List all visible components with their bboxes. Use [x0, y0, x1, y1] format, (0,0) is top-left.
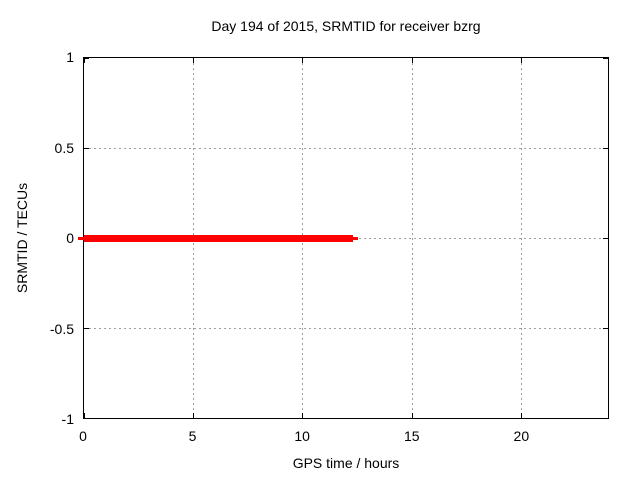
- y-gridline: [84, 148, 608, 149]
- x-tick-mark: [302, 58, 304, 63]
- y-tick-label: 0.5: [54, 139, 74, 156]
- x-tick-label: 15: [403, 428, 420, 444]
- y-tick-mark: [84, 58, 89, 59]
- y-gridline: [84, 328, 608, 329]
- y-tick-label: -0.5: [49, 320, 74, 337]
- y-tick-label: -1: [61, 411, 74, 427]
- x-tick-mark: [193, 58, 195, 63]
- x-tick-mark: [411, 413, 413, 418]
- y-tick-label: 0: [66, 230, 74, 246]
- x-tick-label: 20: [513, 428, 530, 444]
- y-tick-label: 1: [66, 49, 74, 65]
- y-tick-mark: [84, 148, 89, 149]
- chart-title: Day 194 of 2015, SRMTID for receiver bzr…: [211, 18, 481, 34]
- x-axis-tick-labels: 0 5 10 15 20: [79, 428, 609, 446]
- x-tick-mark: [193, 413, 195, 418]
- y-tick-mark: [603, 328, 608, 329]
- y-tick-mark: [84, 418, 89, 419]
- x-axis-title: GPS time / hours: [292, 455, 400, 471]
- y-tick-mark: [603, 238, 608, 239]
- x-tick-mark: [520, 58, 522, 63]
- data-series-end-cap: [352, 237, 358, 240]
- data-series-line: [84, 235, 353, 242]
- y-tick-mark: [603, 58, 608, 59]
- plot-area: [78, 57, 609, 419]
- data-series-end-cap: [78, 237, 84, 240]
- y-axis-tick-labels: 1 0.5 0 -0.5 -1: [0, 49, 74, 427]
- x-tick-mark: [302, 413, 304, 418]
- x-tick-label: 10: [294, 428, 310, 444]
- x-tick-mark: [411, 58, 413, 63]
- x-tick-mark: [520, 413, 522, 418]
- y-tick-mark: [603, 148, 608, 149]
- x-tick-label: 5: [188, 428, 197, 444]
- x-tick-mark: [84, 413, 85, 418]
- y-tick-mark: [603, 418, 608, 419]
- y-tick-mark: [84, 328, 89, 329]
- x-tick-mark: [84, 58, 85, 63]
- x-tick-label: 0: [79, 428, 87, 444]
